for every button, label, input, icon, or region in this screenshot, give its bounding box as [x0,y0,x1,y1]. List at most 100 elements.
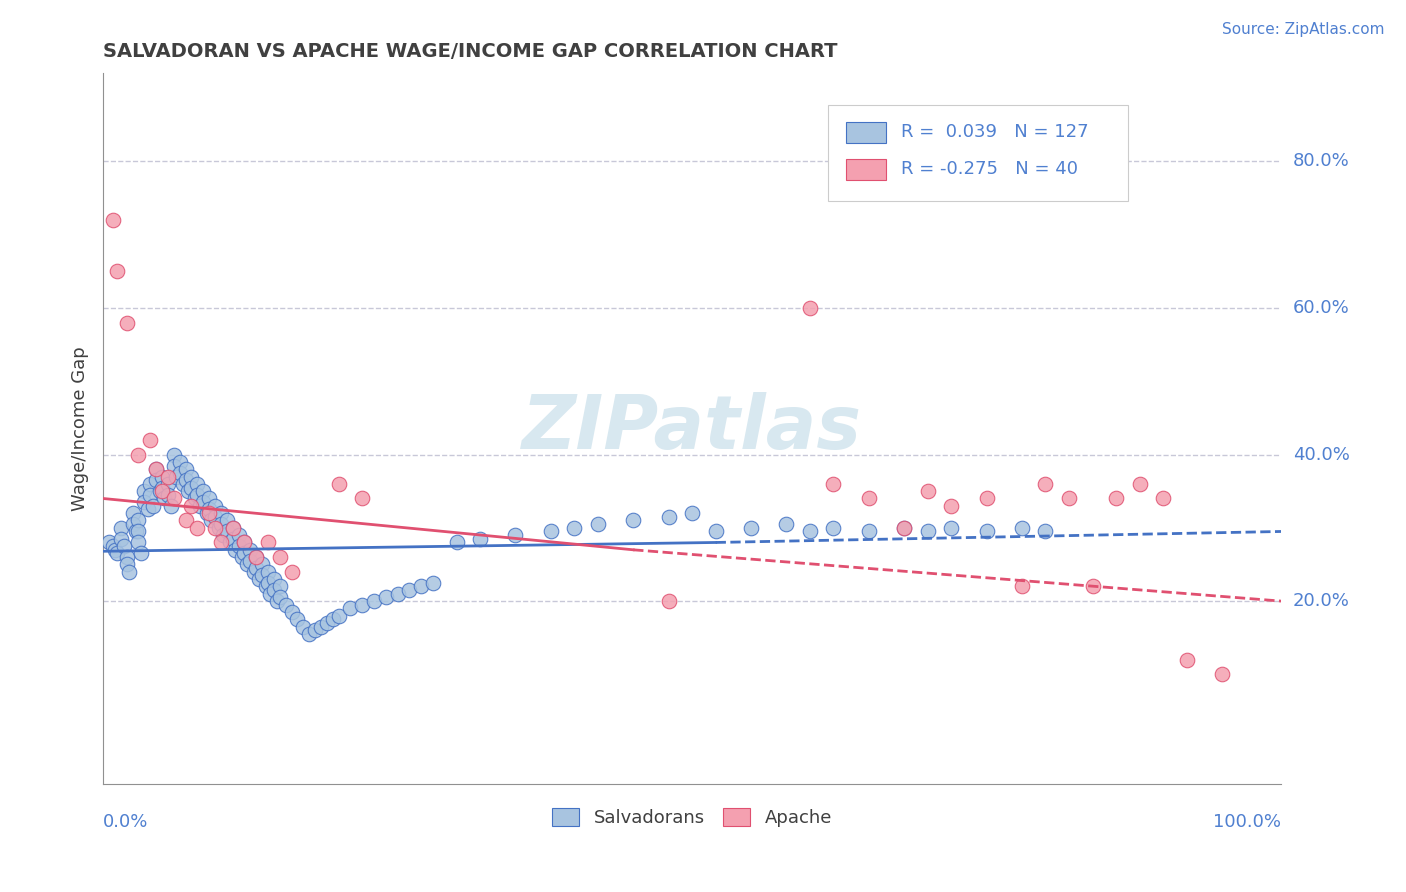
Point [204,521,226,535]
Point [263,572,285,586]
Point [105,264,128,278]
Point [775,517,797,532]
Point [153,491,176,506]
Point [127,524,149,539]
Point [121,517,143,532]
Point [657,509,679,524]
Point [110,521,132,535]
Point [309,620,332,634]
Point [245,561,267,575]
Point [150,469,173,483]
Point [540,524,562,539]
Point [149,484,172,499]
Legend: Salvadorans, Apache: Salvadorans, Apache [546,800,839,834]
Point [740,521,762,535]
Point [1211,667,1233,681]
Point [134,495,156,509]
Point [1035,524,1057,539]
Point [243,565,266,579]
Point [269,591,291,605]
Point [198,506,221,520]
Text: 80.0%: 80.0% [1294,153,1350,170]
Point [110,532,132,546]
Point [233,535,256,549]
Point [287,612,309,626]
Point [1057,491,1080,506]
Point [1081,579,1104,593]
Point [125,524,148,539]
Point [245,550,267,565]
Point [339,601,361,615]
Point [411,579,433,593]
Point [150,481,173,495]
Point [621,514,644,528]
Point [562,521,585,535]
Point [231,550,253,565]
Point [142,499,165,513]
Point [118,565,141,579]
Point [374,591,396,605]
Point [257,535,280,549]
Point [292,620,315,634]
Point [209,535,232,549]
Point [204,509,226,524]
Point [266,594,288,608]
Point [257,565,280,579]
Point [165,469,187,483]
FancyBboxPatch shape [846,122,886,143]
Point [127,535,149,549]
Point [254,579,277,593]
Point [269,579,291,593]
Point [363,594,385,608]
Point [204,499,226,513]
Point [186,476,208,491]
Point [219,535,242,549]
Point [215,514,238,528]
Point [212,528,235,542]
Point [163,491,186,506]
Text: ZIPatlas: ZIPatlas [522,392,862,466]
Point [893,521,915,535]
Point [209,506,232,520]
Point [101,539,124,553]
Point [269,550,291,565]
FancyBboxPatch shape [846,159,886,180]
Point [322,612,344,626]
Point [115,558,138,572]
Point [298,627,321,641]
Point [304,624,326,638]
Text: 100.0%: 100.0% [1213,813,1281,830]
Point [180,481,202,495]
Point [209,517,232,532]
Point [139,476,162,491]
Point [328,476,350,491]
Point [188,499,211,513]
Point [941,521,963,535]
Point [917,524,939,539]
Point [280,565,302,579]
Point [184,491,207,506]
Point [1035,476,1057,491]
Point [858,491,880,506]
Point [398,583,420,598]
Point [247,572,270,586]
Point [1152,491,1174,506]
Text: 20.0%: 20.0% [1294,592,1350,610]
Point [139,488,162,502]
Text: SALVADORAN VS APACHE WAGE/INCOME GAP CORRELATION CHART: SALVADORAN VS APACHE WAGE/INCOME GAP COR… [103,42,838,61]
Point [156,488,179,502]
Point [799,524,821,539]
Point [704,524,727,539]
Point [180,469,202,483]
Point [207,521,229,535]
Point [236,558,259,572]
Point [239,554,262,568]
Text: 60.0%: 60.0% [1294,299,1350,317]
Point [823,476,845,491]
Point [245,550,267,565]
Point [224,542,246,557]
Point [893,521,915,535]
Point [681,506,703,520]
Point [186,488,208,502]
Point [280,605,302,619]
